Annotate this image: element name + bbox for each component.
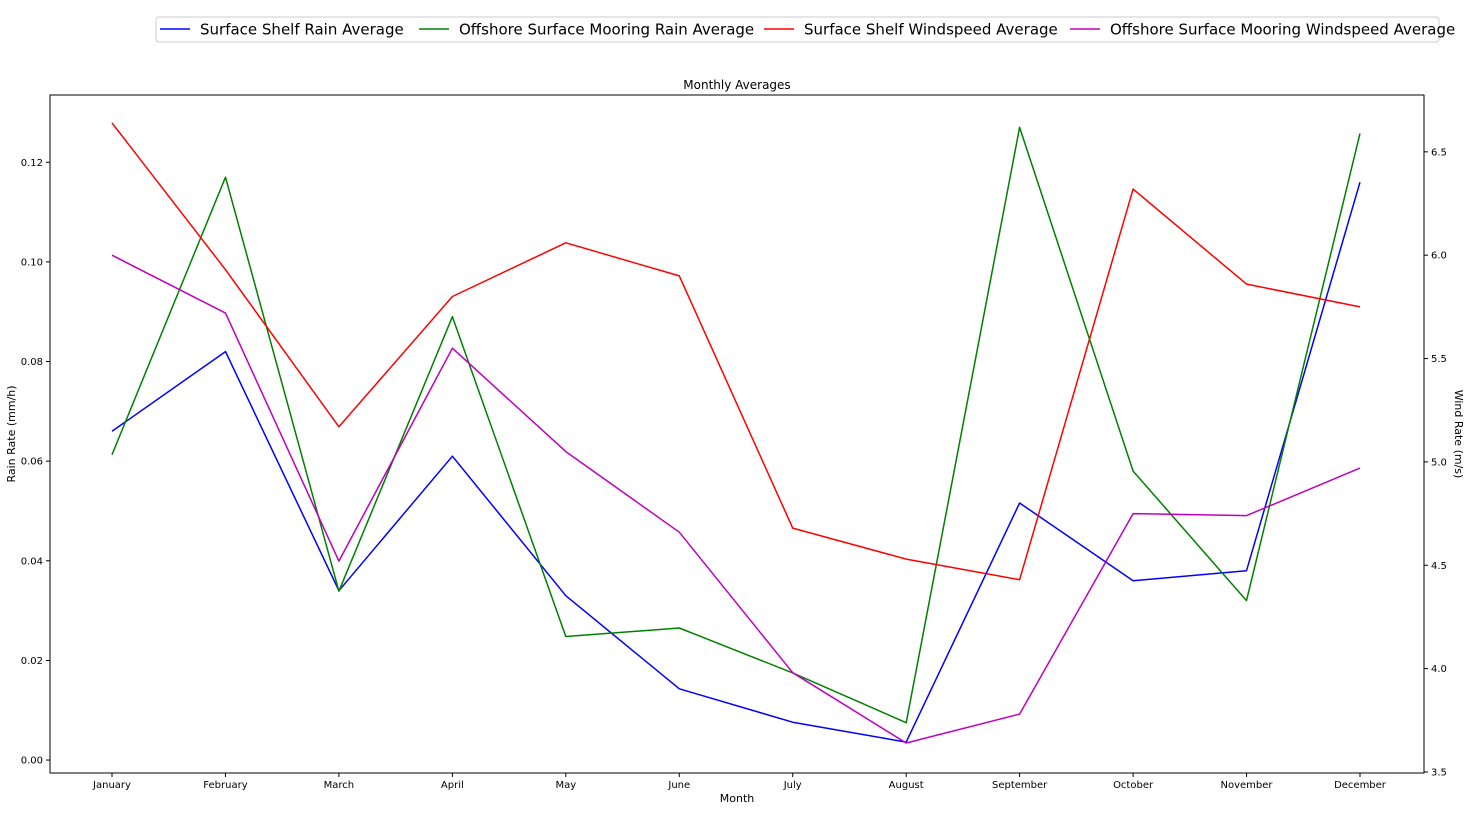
series-line-offshore-surface-mooring-rain-average: [111, 126, 1361, 724]
legend-label-offshore-mooring-rain: Offshore Surface Mooring Rain Average: [459, 21, 754, 39]
x-tick-label: November: [1221, 780, 1274, 791]
left-y-tick-label: 0.12: [21, 158, 43, 169]
right-y-tick-label: 3.5: [1431, 767, 1447, 778]
right-y-tick-label: 5.5: [1431, 354, 1447, 365]
chart-title: Monthly Averages: [683, 78, 790, 92]
x-tick-label: January: [92, 780, 131, 791]
legend: Surface Shelf Rain Average Offshore Surf…: [155, 16, 1455, 43]
right-axis-label: Wind Rate (m/s): [1452, 390, 1465, 479]
plot-area: January February March April May June July Augu…: [21, 94, 1447, 791]
legend-label-surface-shelf-rain: Surface Shelf Rain Average: [200, 21, 404, 39]
x-tick-label: June: [667, 780, 690, 791]
left-y-tick-label: 0.08: [21, 357, 43, 368]
left-axis-label: Rain Rate (mm/h): [5, 385, 18, 482]
left-y-tick-label: 0.00: [21, 756, 43, 767]
x-tick-label: February: [203, 780, 247, 791]
series-line-offshore-surface-mooring-windspeed-average: [111, 254, 1361, 744]
plot-frame: [49, 94, 1425, 774]
x-tick-label: April: [441, 780, 464, 791]
right-y-tick-label: 6.0: [1431, 251, 1447, 262]
right-y-tick-label: 5.0: [1431, 457, 1447, 468]
x-tick-label: September: [992, 780, 1048, 791]
x-tick-label: December: [1334, 780, 1387, 791]
series-line-surface-shelf-windspeed-average: [111, 122, 1361, 581]
left-y-tick-label: 0.10: [21, 257, 43, 268]
series-line-surface-shelf-rain-average: [111, 181, 1361, 743]
right-y-tick-label: 4.5: [1431, 561, 1447, 572]
left-y-tick-label: 0.02: [21, 656, 43, 667]
right-y-tick-label: 4.0: [1431, 664, 1447, 675]
x-tick-label: July: [783, 780, 802, 791]
x-tick-label: October: [1113, 780, 1154, 791]
x-tick-label: August: [889, 780, 924, 791]
left-y-tick-label: 0.04: [21, 556, 43, 567]
x-tick-label: March: [324, 780, 354, 791]
x-axis-label: Month: [720, 792, 755, 805]
legend-label-offshore-mooring-wind: Offshore Surface Mooring Windspeed Avera…: [1110, 21, 1455, 39]
x-tick-label: May: [555, 780, 576, 791]
legend-frame: [155, 16, 1440, 43]
legend-label-surface-shelf-wind: Surface Shelf Windspeed Average: [804, 21, 1058, 39]
right-y-tick-label: 6.5: [1431, 147, 1447, 158]
left-y-tick-label: 0.06: [21, 457, 43, 468]
